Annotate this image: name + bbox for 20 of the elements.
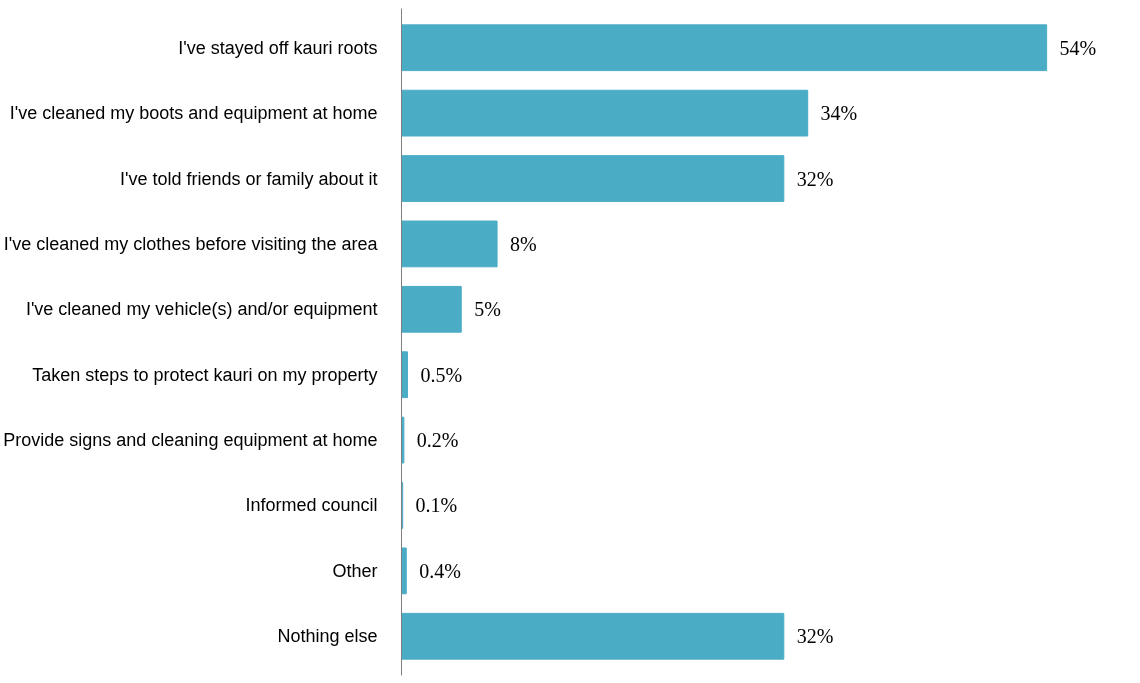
data-label: 34%	[820, 102, 858, 125]
y-tick-label: I've cleaned my clothes before visiting the area	[3, 233, 379, 254]
data-label: 0.5%	[420, 363, 463, 386]
data-label: 32%	[796, 625, 834, 648]
data-label: 54%	[1059, 36, 1097, 59]
y-tick-label: I've cleaned my boots and equipment at home	[9, 103, 378, 124]
y-tick-label: I've told friends or family about it	[119, 168, 378, 189]
y-tick-label: Informed council	[245, 495, 378, 516]
data-label: 0.1%	[415, 494, 458, 517]
data-label: 5%	[474, 298, 501, 321]
y-tick-label: Provide signs and cleaning equipment at home	[3, 430, 378, 451]
y-tick-label: Nothing else	[277, 626, 378, 647]
y-tick-label: I've cleaned my vehicle(s) and/or equipment	[25, 299, 378, 320]
data-label: 0.4%	[419, 559, 461, 582]
y-tick-label: I've stayed off kauri roots	[178, 37, 378, 58]
data-label: 8%	[509, 232, 537, 255]
data-label: 32%	[796, 167, 834, 190]
y-tick-label: Taken steps to protect kauri on my property	[32, 364, 378, 385]
data-label: 0.2%	[416, 429, 459, 452]
y-tick-label: Other	[332, 560, 378, 581]
